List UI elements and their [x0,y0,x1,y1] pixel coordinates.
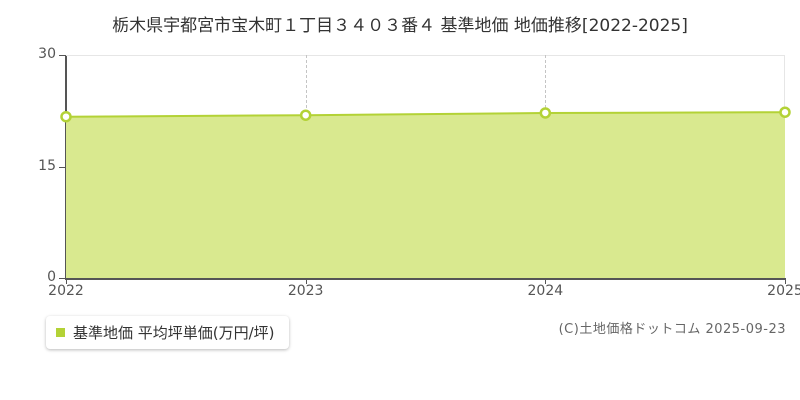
data-point-marker[interactable] [779,106,791,118]
series-markers [60,106,791,123]
plot-frame-top [66,55,785,56]
x-tick-label: 2025 [767,283,800,299]
plot-area [60,55,791,278]
y-tick-mark [59,166,66,168]
x-tick-mark [305,278,307,284]
x-tick-mark [66,278,67,284]
x-tick-label: 2022 [48,283,84,299]
x-tick-mark [545,278,547,284]
y-tick-mark [59,55,66,56]
data-point-marker[interactable] [60,110,72,123]
x-tick-label: 2023 [287,283,324,299]
chart-title: 栃木県宇都宮市宝木町１丁目３４０３番４ 基準地価 地価推移[2022-2025] [112,16,688,36]
data-point-marker[interactable] [539,107,552,119]
series-layer [60,106,791,278]
x-axis-line [65,278,786,280]
y-tick-label: 30 [38,46,56,62]
y-tick-mark [59,278,66,279]
x-tick-mark [785,278,786,284]
x-tick-label: 2024 [527,283,564,299]
y-tick-label: 0 [47,269,56,285]
legend-label: 基準地価 平均坪単価(万円/坪) [73,324,275,342]
series-area-fill [66,112,785,278]
series-line [65,111,786,118]
data-point-marker[interactable] [299,109,312,121]
y-tick-label: 15 [38,157,56,174]
chart-legend[interactable]: 基準地価 平均坪単価(万円/坪) [46,316,289,349]
copyright-credit: (C)土地価格ドットコム 2025-09-23 [558,322,786,337]
legend-swatch-icon [56,328,65,337]
